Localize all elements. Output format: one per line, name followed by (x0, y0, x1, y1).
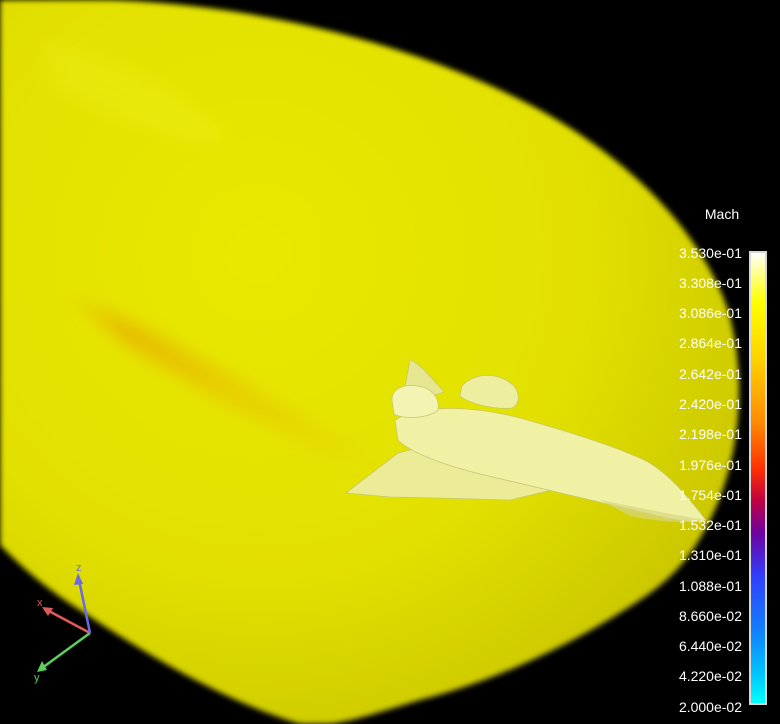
colorbar-tick: 1.088e-01 (678, 578, 742, 594)
colorbar-tick: 1.310e-01 (678, 547, 742, 563)
colorbar-tick: 1.754e-01 (678, 487, 742, 503)
colorbar-tick: 2.000e-02 (678, 699, 742, 715)
shuttle-cabin (459, 375, 519, 409)
colorbar-tick: 8.660e-02 (678, 608, 742, 624)
shuttle-oms-pod (391, 385, 439, 418)
colorbar-tick: 4.220e-02 (678, 668, 742, 684)
orientation-axes-triad[interactable]: x y z (25, 560, 105, 685)
legend-title: Mach (704, 206, 740, 222)
x-axis-arrow (42, 607, 91, 635)
shuttle-fuselage (394, 408, 707, 522)
z-axis-label: z (76, 562, 82, 574)
shuttle-nose-shadow (600, 500, 706, 523)
colorbar-tick: 3.530e-01 (678, 245, 742, 261)
y-axis-arrow (37, 631, 91, 672)
colorbar-tick: 6.440e-02 (678, 638, 742, 654)
z-axis-arrow (74, 573, 92, 634)
colorbar-tick: 2.642e-01 (678, 366, 742, 382)
colorbar-tick: 3.308e-01 (678, 275, 742, 291)
colorbar-tick: 3.086e-01 (678, 305, 742, 321)
colorbar-tick: 2.198e-01 (678, 426, 742, 442)
mach-isosurface (0, 0, 740, 724)
colorbar-tick: 1.976e-01 (678, 457, 742, 473)
colorbar-tick: 1.532e-01 (678, 517, 742, 533)
mach-colorbar (749, 251, 767, 705)
shuttle-model[interactable] (344, 359, 707, 523)
y-axis-label: y (34, 672, 40, 684)
colorbar-tick: 2.864e-01 (678, 335, 742, 351)
colorbar-tick: 2.420e-01 (678, 396, 742, 412)
x-axis-label: x (37, 597, 43, 609)
